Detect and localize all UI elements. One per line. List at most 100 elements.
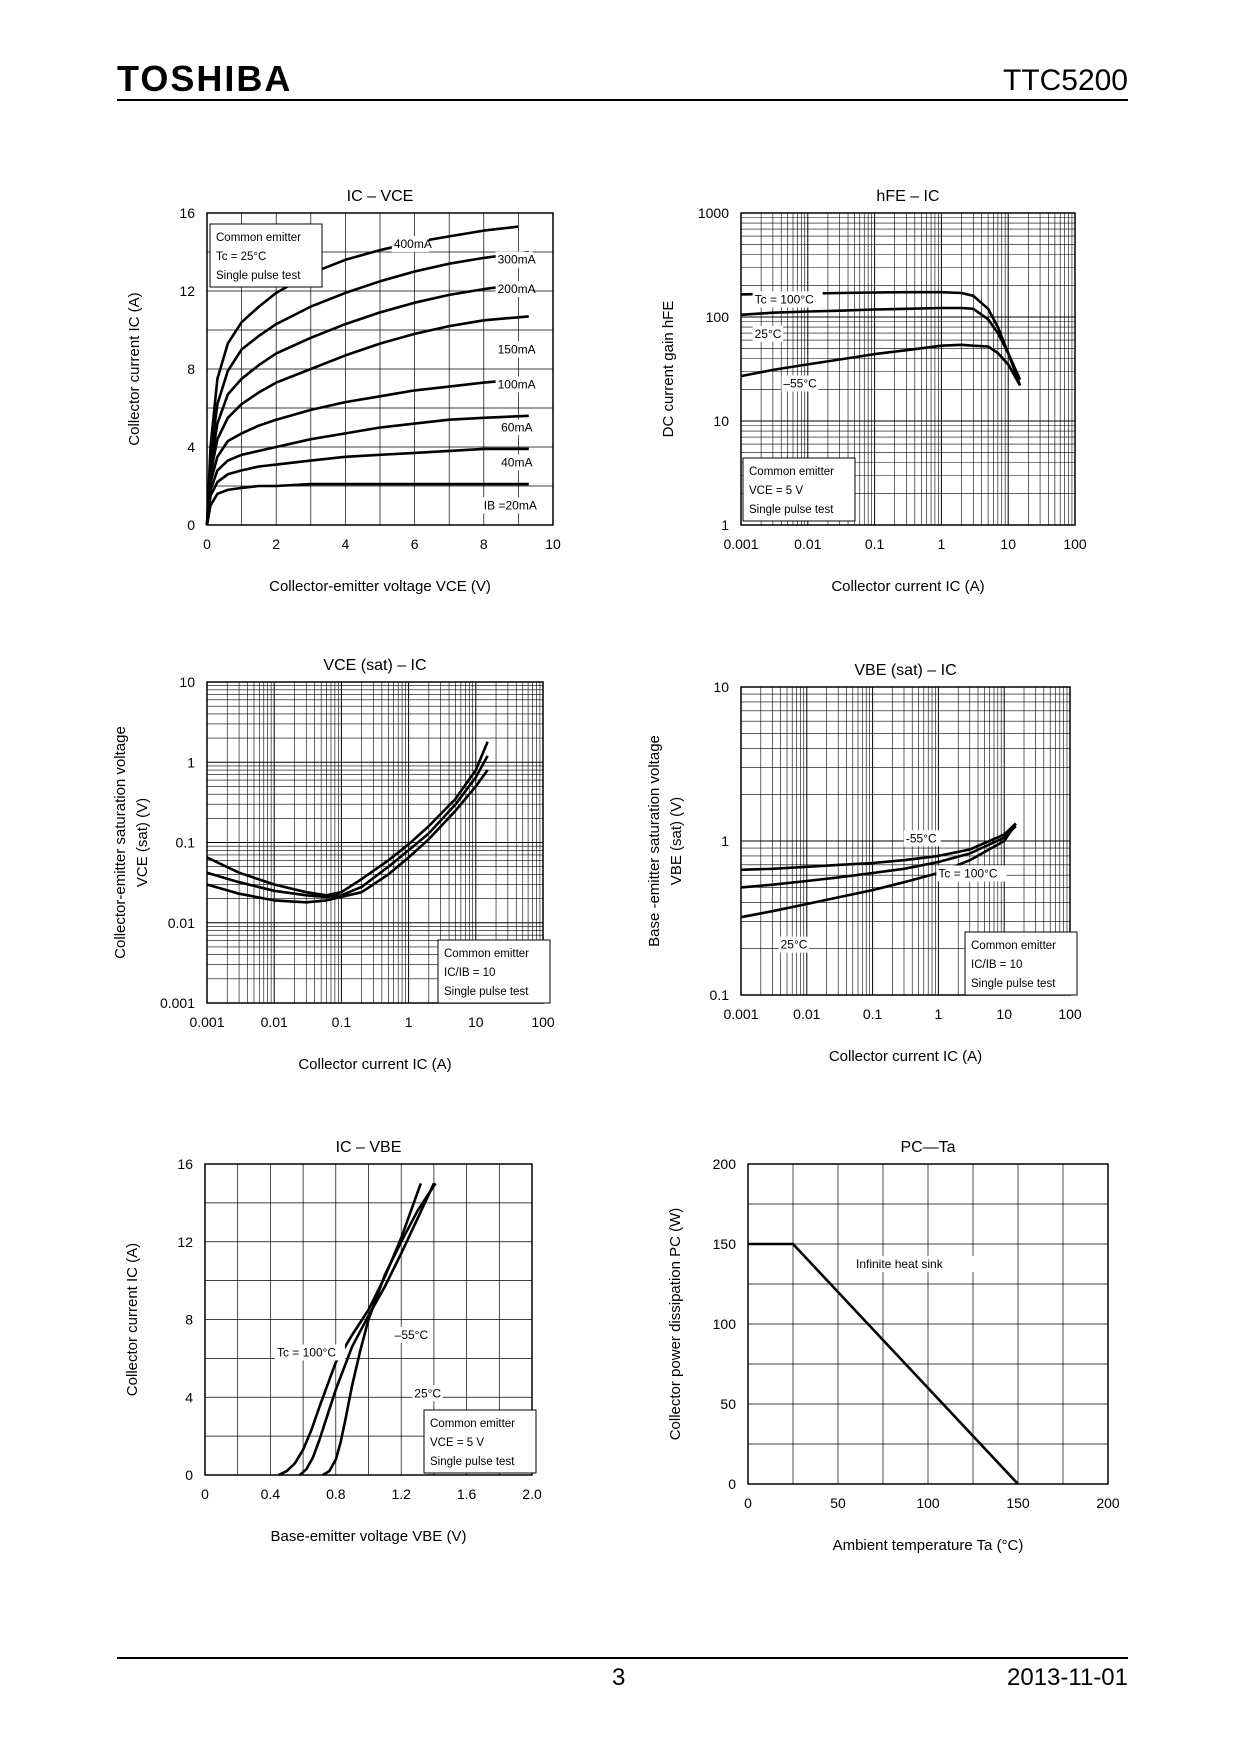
annotation-bg — [274, 1344, 345, 1361]
y-tick-label: 0 — [728, 1476, 736, 1492]
footer-rule — [117, 1657, 1128, 1659]
x-tick-label: 1.6 — [457, 1486, 477, 1502]
y-tick-label: 1 — [721, 517, 729, 533]
x-tick-label: 1 — [938, 536, 946, 552]
chart-title: PC—Ta — [900, 1139, 955, 1156]
x-axis-label: Collector-emitter voltage VCE (V) — [269, 578, 491, 595]
legend-line: Single pulse test — [749, 504, 834, 516]
series-line-upper — [206, 741, 489, 897]
plot-frame — [206, 681, 544, 1004]
annotation-bg — [499, 419, 530, 436]
annotation-bg — [495, 341, 533, 358]
curve-annotation: Tc = 100°C — [938, 866, 997, 880]
curve-annotation: 300mA — [498, 253, 536, 267]
curve-annotation: 150mA — [498, 342, 536, 356]
curve-annotation: Tc = 100°C — [277, 1345, 336, 1359]
curve-annotation: 60mA — [501, 420, 532, 434]
plot-frame — [204, 1163, 533, 1476]
legend-box: Common emitter VCE = 5 V Single pulse test — [423, 1409, 537, 1474]
annotation-bg — [854, 1256, 977, 1272]
annotation-bg — [781, 375, 819, 392]
chart-ic_vce: 0 2 4 6 8 10 0 4 8 12 16 IC – VCE Collector-emitter … — [126, 188, 561, 595]
series-line-300ma — [205, 250, 529, 526]
x-tick-label: 100 — [531, 1014, 555, 1030]
annotation-bg — [499, 454, 530, 471]
legend-line: VCE = 5 V — [430, 1437, 484, 1449]
annotation-bg — [752, 325, 784, 342]
brand-logo: TOSHIBA — [117, 58, 293, 99]
legend-frame — [964, 931, 1078, 996]
y-tick-label: 0 — [185, 1467, 193, 1483]
x-tick-label: 0.001 — [723, 536, 758, 552]
annotation-bg — [936, 865, 1007, 882]
curve-annotation: Tc = 100°C — [755, 292, 814, 306]
y-tick-label: 0.001 — [160, 995, 195, 1011]
x-tick-label: 0.01 — [794, 536, 821, 552]
x-tick-label: 100 — [1063, 536, 1087, 552]
series-line-infinite-heat-sink — [748, 1242, 1019, 1485]
chart-title: VBE (sat) – IC — [854, 662, 956, 679]
annotation-bg — [778, 936, 810, 953]
x-tick-label: 0.1 — [865, 536, 885, 552]
series-line-60ma — [205, 414, 529, 526]
series-line-lower — [206, 769, 489, 904]
x-tick-label: 10 — [545, 536, 561, 552]
chart-title: IC – VBE — [336, 1139, 402, 1156]
legend-line: Single pulse test — [444, 986, 529, 998]
x-axis-label: Collector current IC (A) — [831, 578, 984, 595]
series-line-25-c — [740, 822, 1017, 919]
y-tick-label: 4 — [187, 439, 195, 455]
y-tick-label: 16 — [179, 205, 195, 221]
x-tick-label: 0 — [203, 536, 211, 552]
y-tick-label: 100 — [713, 1316, 737, 1332]
gridlines — [747, 1163, 1109, 1485]
x-tick-label: 4 — [342, 536, 350, 552]
annotation-bg — [392, 1326, 430, 1343]
y-tick-label: 8 — [187, 361, 195, 377]
annotation-bg — [903, 830, 941, 847]
y-tick-label: 12 — [179, 283, 195, 299]
curve-annotation: –55°C — [783, 376, 817, 390]
x-tick-label: 0.01 — [261, 1014, 288, 1030]
x-axis-label: Ambient temperature Ta (°C) — [833, 1537, 1024, 1554]
legend-frame — [209, 223, 323, 288]
legend-line: IC/IB = 10 — [971, 959, 1022, 971]
annotation-bg — [481, 497, 539, 514]
series-line-25-c — [740, 306, 1022, 381]
y-tick-label: 10 — [713, 413, 729, 429]
x-tick-label: 0.8 — [326, 1486, 346, 1502]
series-line-ib-20ma — [205, 482, 529, 526]
x-tick-label: 200 — [1096, 1495, 1120, 1511]
chart-hfe_ic: 0.001 0.01 0.1 1 10 100 1 10 100 1000 hFE – IC Coll… — [660, 188, 1087, 595]
series-line-tc-100-c — [740, 825, 1017, 889]
legend-frame — [742, 457, 856, 522]
plot-frame — [740, 212, 1076, 526]
legend-line: Common emitter — [216, 232, 301, 244]
y-tick-label: 10 — [713, 679, 729, 695]
legend-line: Single pulse test — [216, 270, 301, 282]
x-tick-label: 8 — [480, 536, 488, 552]
series-line-middle — [206, 755, 489, 899]
series-line-200ma — [205, 281, 529, 526]
series-line--55-c — [322, 1182, 437, 1477]
y-tick-label: 0.01 — [168, 915, 195, 931]
x-tick-label: 0.001 — [723, 1006, 758, 1022]
curve-annotation: IB =20mA — [484, 498, 537, 512]
legend-line: VCE = 5 V — [749, 485, 803, 497]
y-tick-label: 1 — [187, 754, 195, 770]
x-tick-label: 10 — [996, 1006, 1012, 1022]
y-tick-label: 200 — [713, 1156, 737, 1172]
legend-box: Common emitter Tc = 25°C Single pulse test — [209, 223, 323, 288]
document-date: 2013-11-01 — [1007, 1664, 1128, 1691]
x-tick-label: 1 — [405, 1014, 413, 1030]
x-tick-label: 10 — [1000, 536, 1016, 552]
x-tick-label: 0 — [744, 1495, 752, 1511]
x-tick-label: 100 — [1058, 1006, 1082, 1022]
curve-annotation: –55°C — [395, 1328, 429, 1342]
legend-line: Common emitter — [430, 1418, 515, 1430]
x-tick-label: 1 — [935, 1006, 943, 1022]
y-tick-label: 0.1 — [710, 987, 730, 1003]
y-tick-label: 1 — [721, 833, 729, 849]
curve-annotation: -55°C — [906, 831, 937, 845]
